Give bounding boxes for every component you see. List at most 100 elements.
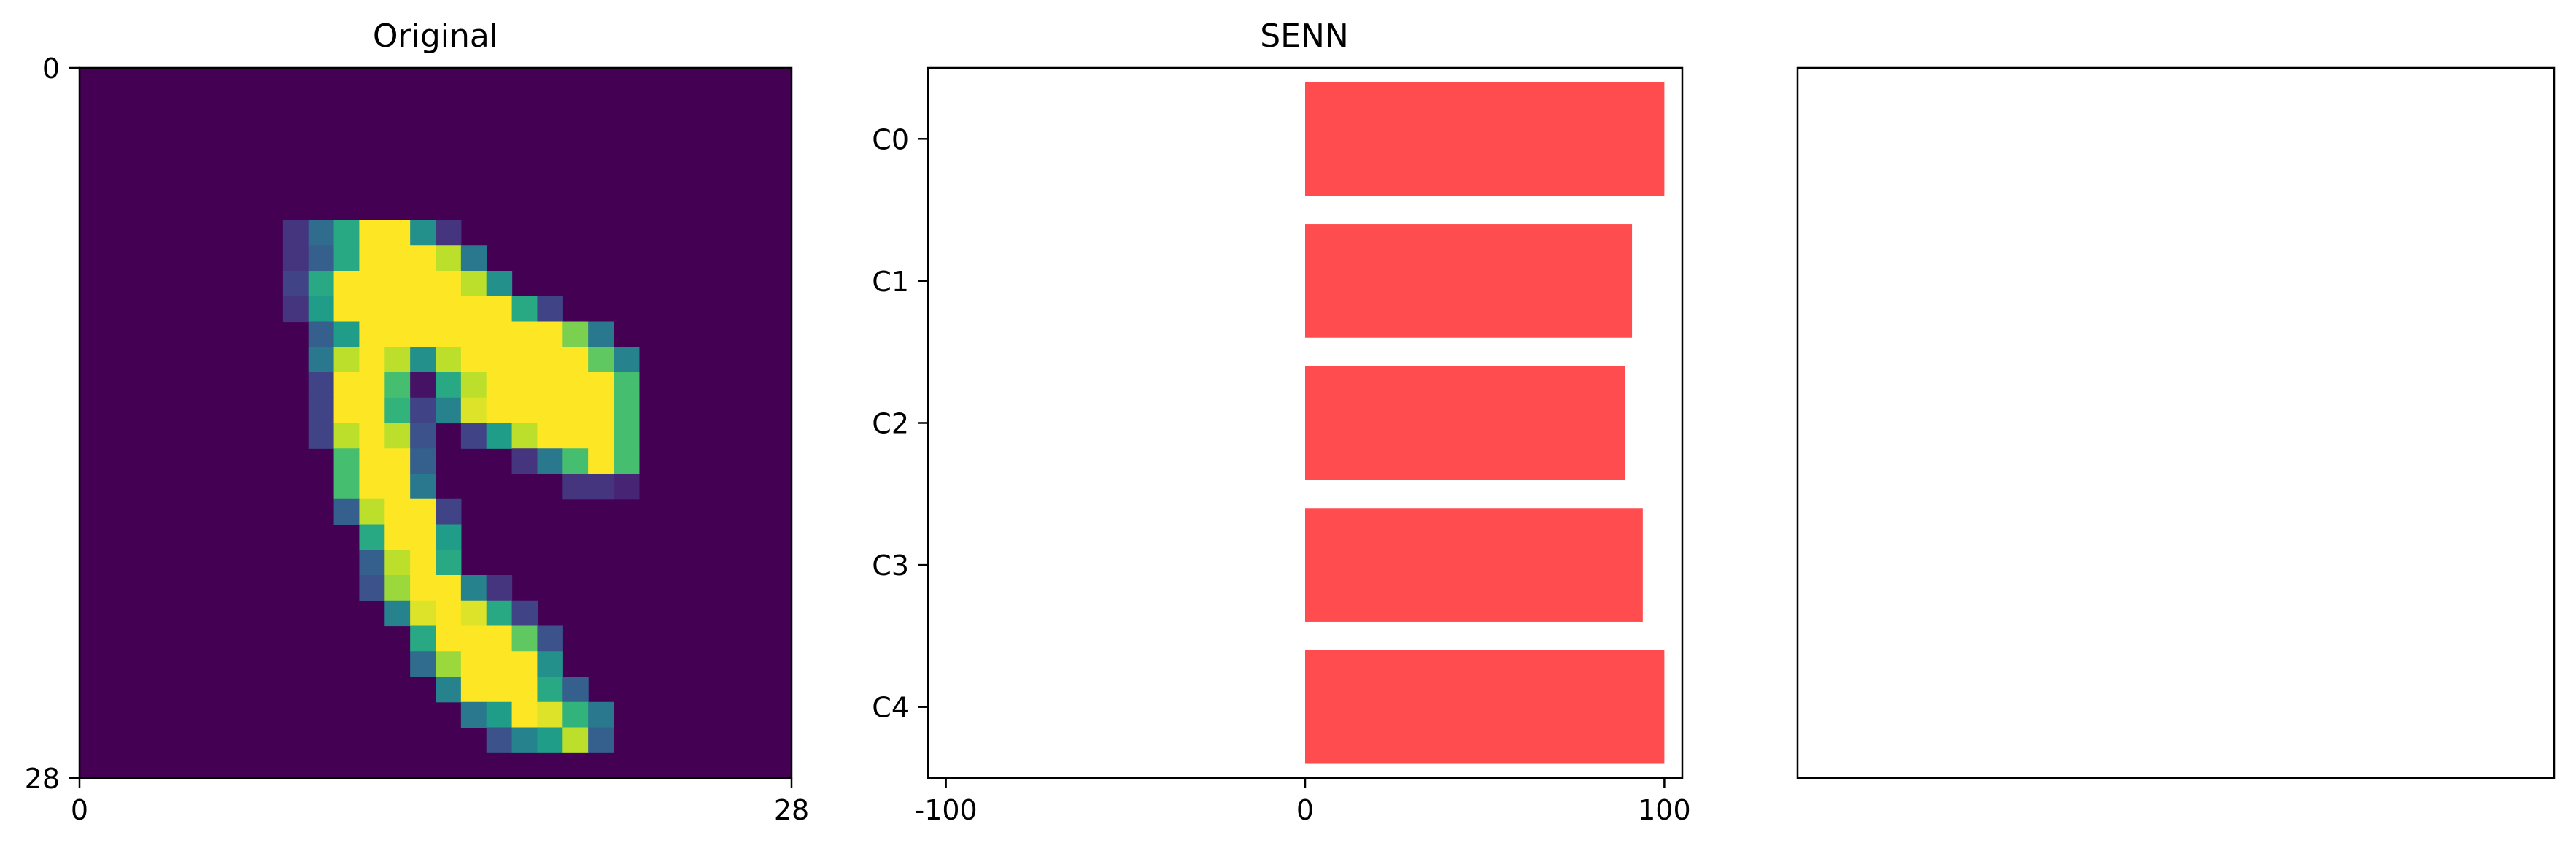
image-pixel [588, 347, 614, 373]
image-pixel [486, 321, 513, 347]
image-pixel [588, 474, 614, 500]
image-pixel [436, 296, 462, 323]
image-pixel [333, 423, 360, 449]
image-pixel [588, 397, 614, 424]
image-pixel [410, 220, 436, 246]
empty-panel [1796, 66, 2556, 779]
image-pixel [436, 550, 462, 576]
image-pixel [588, 727, 614, 753]
image-pixel [333, 397, 360, 424]
image-pixel [436, 524, 462, 550]
image-pixel [308, 220, 335, 246]
image-pixel [436, 220, 462, 246]
image-pixel [308, 321, 335, 347]
image-pixel [436, 245, 462, 272]
image-pixel [410, 498, 436, 525]
image-pixel [614, 448, 640, 474]
senn-y-tick-label: C0 [872, 123, 909, 155]
image-pixel [410, 347, 436, 373]
image-pixel [511, 423, 538, 449]
image-pixel [562, 727, 589, 753]
image-pixel [410, 423, 436, 449]
image-pixel [410, 296, 436, 323]
image-pixel [359, 271, 385, 297]
image-pixel [436, 575, 462, 601]
image-pixel [562, 372, 589, 398]
image-pixel [410, 372, 436, 398]
image-pixel [308, 245, 335, 272]
image-pixel [486, 701, 513, 728]
image-pixel [410, 550, 436, 576]
image-pixel [588, 372, 614, 398]
image-pixel [384, 220, 411, 246]
original-y-tick-label-28: 28 [25, 763, 60, 795]
image-pixel [410, 474, 436, 500]
image-pixel [511, 701, 538, 728]
image-pixel [359, 575, 385, 601]
image-pixel [486, 347, 513, 373]
image-pixel [436, 651, 462, 677]
image-pixel [486, 271, 513, 297]
bar-c1 [1305, 224, 1633, 338]
image-pixel [486, 296, 513, 323]
image-pixel [308, 397, 335, 424]
image-pixel [511, 397, 538, 424]
image-pixel [460, 296, 487, 323]
image-pixel [333, 498, 360, 525]
image-pixel [537, 296, 563, 323]
image-pixel [486, 677, 513, 703]
senn-x-tick-label: -100 [914, 794, 977, 826]
image-pixel [384, 245, 411, 272]
image-pixel [410, 651, 436, 677]
image-pixel [333, 372, 360, 398]
image-pixel [333, 321, 360, 347]
image-pixel [359, 296, 385, 323]
image-pixel [460, 245, 487, 272]
image-pixel [460, 321, 487, 347]
image-pixel [359, 372, 385, 398]
image-pixel [537, 321, 563, 347]
image-pixel [436, 372, 462, 398]
image-pixel [410, 575, 436, 601]
image-pixel [614, 423, 640, 449]
image-pixel [384, 321, 411, 347]
image-pixel [614, 347, 640, 373]
image-pixel [460, 372, 487, 398]
image-pixel [436, 347, 462, 373]
image-pixel [384, 397, 411, 424]
image-pixel [436, 677, 462, 703]
image-pixel [460, 423, 487, 449]
image-pixel [537, 727, 563, 753]
image-pixel [562, 347, 589, 373]
image-pixel [308, 271, 335, 297]
image-pixel [282, 220, 309, 246]
senn-y-tick-label: C2 [872, 408, 909, 440]
image-pixel [511, 448, 538, 474]
image-pixel [460, 347, 487, 373]
image-pixel [359, 397, 385, 424]
image-pixel [460, 271, 487, 297]
image-pixel [562, 321, 589, 347]
image-pixel [359, 245, 385, 272]
image-pixel [308, 347, 335, 373]
senn-x-tick-label: 100 [1638, 794, 1691, 826]
image-pixel [384, 550, 411, 576]
image-pixel [436, 271, 462, 297]
image-pixel [359, 498, 385, 525]
image-pixel [436, 498, 462, 525]
image-pixel [384, 524, 411, 550]
image-pixel [511, 625, 538, 652]
bar-c0 [1305, 82, 1665, 196]
image-pixel [384, 498, 411, 525]
image-pixel [486, 397, 513, 424]
senn-y-ticks: C0 C1 C2 C3 C4 [872, 123, 928, 724]
senn-y-tick-label: C4 [872, 692, 909, 724]
image-pixel [486, 600, 513, 627]
image-pixel [588, 448, 614, 474]
image-pixel [282, 271, 309, 297]
image-pixel [333, 347, 360, 373]
image-pixel [359, 347, 385, 373]
image-pixel [410, 625, 436, 652]
image-pixel [562, 677, 589, 703]
image-pixel [384, 600, 411, 627]
